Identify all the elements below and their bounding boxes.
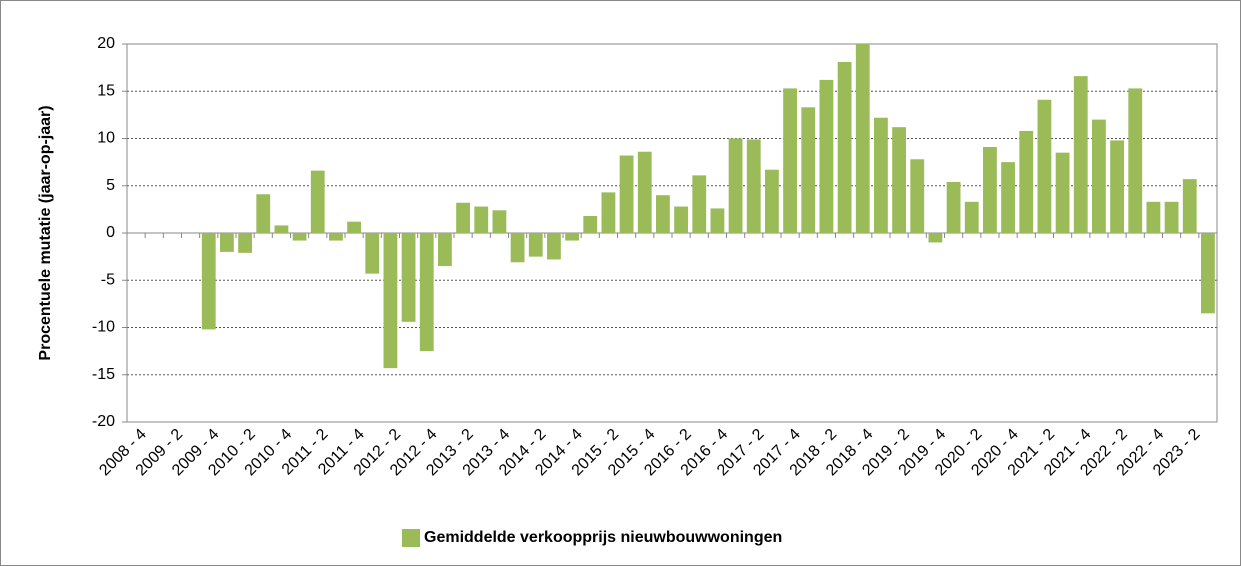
bar (1037, 99, 1052, 233)
bar (1001, 162, 1015, 233)
bar (1110, 140, 1124, 233)
y-tick-label: 10 (97, 130, 115, 147)
legend-swatch (402, 529, 420, 547)
bar (619, 155, 634, 233)
bar (438, 233, 452, 267)
y-tick-label: -10 (92, 319, 115, 336)
bar (710, 208, 725, 233)
bar (819, 79, 834, 233)
y-tick-label: -5 (101, 271, 115, 288)
bar (365, 233, 380, 274)
bar (964, 201, 979, 233)
legend-label: Gemiddelde verkoopprijs nieuwbouwwoninge… (424, 529, 782, 546)
y-tick-label: 15 (97, 82, 115, 99)
bar (565, 233, 579, 241)
bar (783, 88, 797, 233)
bar (728, 138, 743, 233)
bar (383, 233, 398, 369)
bar (492, 210, 507, 233)
bar (946, 181, 961, 233)
bar (601, 192, 616, 233)
bar (220, 233, 234, 252)
bar (1128, 88, 1143, 233)
bar (1019, 130, 1034, 233)
bar (329, 233, 343, 241)
bar (1055, 152, 1070, 233)
bar (1146, 201, 1161, 233)
bar (474, 206, 489, 233)
y-axis-label: Procentuele mutatie (jaar-op-jaar) (37, 105, 54, 360)
bar (892, 127, 906, 233)
bar (692, 175, 707, 233)
bar (1073, 76, 1088, 233)
bar (547, 233, 561, 260)
bar (874, 117, 888, 233)
bar (238, 233, 252, 253)
bar (292, 233, 307, 241)
bar (1182, 179, 1197, 233)
bar (801, 107, 816, 233)
bar (274, 225, 289, 233)
bar (674, 206, 688, 233)
bar (765, 169, 779, 233)
bar (928, 233, 943, 243)
bar (401, 233, 416, 322)
bar (983, 147, 997, 233)
bar (201, 233, 216, 330)
bar (510, 233, 525, 263)
y-tick-label: -20 (92, 413, 115, 430)
bar (910, 159, 925, 233)
bar (528, 233, 543, 257)
bar (256, 194, 271, 233)
bar (1201, 233, 1215, 314)
y-tick-label: -15 (92, 366, 115, 383)
y-tick-label: 20 (97, 35, 115, 52)
y-tick-label: 0 (106, 224, 115, 241)
bar (746, 139, 761, 233)
y-tick-label: 5 (106, 177, 115, 194)
bar (456, 202, 470, 233)
bar (637, 151, 652, 233)
bar (1092, 119, 1106, 233)
bar (656, 195, 670, 233)
bar (837, 61, 852, 233)
bar (855, 44, 870, 233)
bar (419, 233, 434, 352)
bar (583, 215, 598, 233)
bar (1164, 201, 1179, 233)
bar (347, 221, 361, 233)
bar (310, 170, 325, 233)
